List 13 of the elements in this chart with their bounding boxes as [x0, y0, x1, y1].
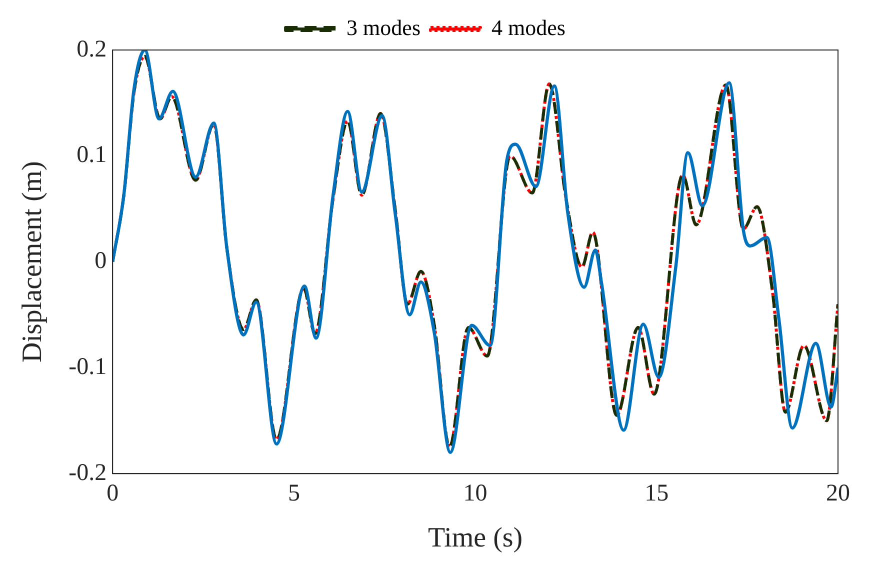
y-tick-label: 0.1 — [76, 142, 107, 168]
y-axis-title: Displacement (m) — [17, 161, 48, 362]
y-tick-label: 0 — [94, 248, 107, 274]
y-tick-label: -0.2 — [68, 460, 107, 486]
x-axis-title: Time (s) — [428, 522, 523, 554]
x-tick-label: 15 — [644, 480, 669, 506]
x-tick-label: 10 — [463, 480, 488, 506]
y-tick-label: 0.2 — [76, 36, 107, 62]
x-tick-label: 20 — [826, 480, 850, 506]
y-tick-label: -0.1 — [68, 354, 107, 380]
legend-label: 3 modes — [346, 14, 421, 40]
x-tick-label: 5 — [288, 480, 300, 506]
legend-label: 4 modes — [492, 14, 566, 40]
